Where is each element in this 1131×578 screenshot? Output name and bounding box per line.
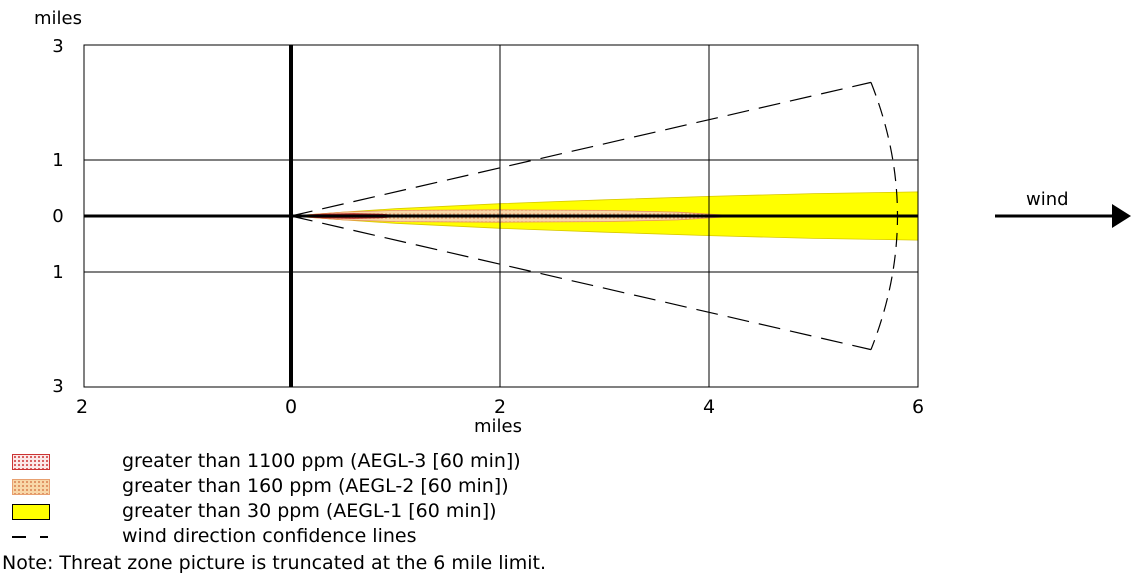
legend-label-confidence: wind direction confidence lines: [122, 525, 417, 547]
aegl1-swatch: [12, 504, 50, 520]
x-tick-label-0: 0: [285, 396, 297, 418]
wind-arrow-icon: [1112, 204, 1131, 228]
y-tick-label-neg1: 1: [52, 262, 63, 283]
wind-indicator: wind: [995, 189, 1131, 228]
confidence-lines-swatch: [12, 536, 54, 538]
x-tick-label-6: 6: [912, 396, 924, 418]
y-tick-label-pos1: 1: [52, 150, 63, 171]
y-tick-label-pos3: 3: [52, 36, 63, 57]
confidence-line-lower: [290, 215, 872, 351]
confidence-line-upper: [290, 81, 872, 217]
legend-label-aegl1: greater than 30 ppm (AEGL-1 [60 min]): [122, 500, 497, 522]
wind-label: wind: [1026, 189, 1069, 210]
aegl3-swatch: [12, 454, 50, 470]
truncation-note: Note: Threat zone picture is truncated a…: [2, 552, 547, 574]
legend-label-aegl3: greater than 1100 ppm (AEGL-3 [60 min]): [122, 450, 521, 472]
y-unit-label: miles: [34, 8, 82, 29]
y-tick-label-pos0: 0: [52, 206, 63, 227]
plot-axes: [84, 45, 918, 387]
aegl2-swatch: [12, 479, 50, 495]
x-tick-label--2: 2: [76, 396, 88, 418]
x-tick-label-4: 4: [703, 396, 715, 418]
legend-label-aegl2: greater than 160 ppm (AEGL-2 [60 min]): [122, 475, 509, 497]
x-unit-label: miles: [474, 416, 522, 437]
x-tick-label-2: 2: [494, 396, 506, 418]
y-tick-label-neg3: 3: [52, 376, 63, 397]
